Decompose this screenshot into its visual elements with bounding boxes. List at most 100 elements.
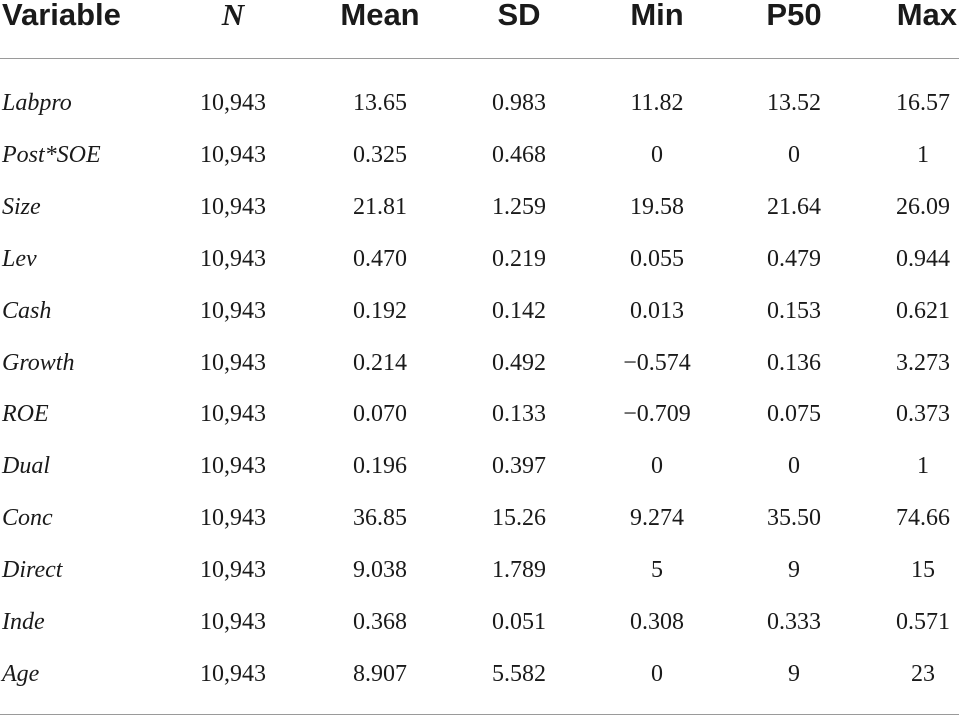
cell-variable: Post*SOE xyxy=(2,141,101,168)
cell-variable: Cash xyxy=(2,297,52,324)
cell-max: 0.373 xyxy=(896,401,950,428)
cell-p50: 21.64 xyxy=(767,193,821,220)
cell-sd: 0.051 xyxy=(492,609,546,635)
cell-variable: Growth xyxy=(2,349,75,376)
cell-mean: 8.907 xyxy=(353,660,407,687)
table-row: ROE 10,943 0.070 0.133 −0.709 0.075 0.373 xyxy=(0,388,959,440)
cell-mean: 0.192 xyxy=(353,297,407,324)
cell-sd: 0.492 xyxy=(492,349,546,376)
bottom-rule xyxy=(0,714,959,715)
cell-mean: 13.65 xyxy=(353,90,407,116)
cell-sd: 0.133 xyxy=(492,401,546,428)
cell-n: 10,943 xyxy=(200,557,266,584)
cell-min: 0.308 xyxy=(630,609,684,635)
cell-n: 10,943 xyxy=(200,297,266,324)
cell-n: 10,943 xyxy=(200,401,266,428)
cell-n: 10,943 xyxy=(200,609,266,635)
cell-mean: 21.81 xyxy=(353,193,407,220)
cell-n: 10,943 xyxy=(200,141,266,168)
cell-min: 9.274 xyxy=(630,505,684,532)
cell-sd: 1.789 xyxy=(492,557,546,584)
cell-n: 10,943 xyxy=(200,453,266,480)
cell-sd: 0.219 xyxy=(492,245,546,272)
header-n: N xyxy=(221,0,245,32)
cell-max: 0.571 xyxy=(896,609,950,635)
header-mean: Mean xyxy=(340,0,420,32)
cell-p50: 13.52 xyxy=(767,90,821,116)
cell-mean: 0.196 xyxy=(353,453,407,480)
cell-sd: 1.259 xyxy=(492,193,546,220)
cell-variable: Age xyxy=(2,660,40,687)
header-min: Min xyxy=(630,0,684,32)
cell-sd: 5.582 xyxy=(492,660,546,687)
cell-max: 15 xyxy=(911,557,935,584)
cell-variable: Dual xyxy=(2,453,50,480)
cell-max: 1 xyxy=(917,453,929,480)
cell-mean: 9.038 xyxy=(353,557,407,584)
table-row: Size 10,943 21.81 1.259 19.58 21.64 26.09 xyxy=(0,181,959,233)
cell-min: 19.58 xyxy=(630,193,684,220)
cell-min: 11.82 xyxy=(630,90,684,116)
cell-p50: 9 xyxy=(788,660,800,687)
table-row: Age 10,943 8.907 5.582 0 9 23 xyxy=(0,648,959,700)
cell-p50: 0 xyxy=(788,141,800,168)
header-sd: SD xyxy=(497,0,541,32)
cell-mean: 0.368 xyxy=(353,609,407,635)
cell-variable: ROE xyxy=(2,401,49,428)
header-variable: Variable xyxy=(2,0,121,32)
cell-mean: 0.470 xyxy=(353,245,407,272)
cell-p50: 0.136 xyxy=(767,349,821,376)
cell-max: 23 xyxy=(911,660,935,687)
cell-min: −0.709 xyxy=(623,401,691,428)
cell-min: −0.574 xyxy=(623,349,691,376)
table-row: Growth 10,943 0.214 0.492 −0.574 0.136 3.273 xyxy=(0,337,959,389)
cell-variable: Conc xyxy=(2,505,53,532)
cell-n: 10,943 xyxy=(200,660,266,687)
cell-max: 3.273 xyxy=(896,349,950,376)
table-header: Variable N Mean SD Min P50 Max xyxy=(0,0,959,32)
cell-p50: 0 xyxy=(788,453,800,480)
cell-n: 10,943 xyxy=(200,505,266,532)
table-row: Dual 10,943 0.196 0.397 0 0 1 xyxy=(0,440,959,492)
cell-n: 10,943 xyxy=(200,193,266,220)
cell-p50: 9 xyxy=(788,557,800,584)
cell-p50: 0.075 xyxy=(767,401,821,428)
cell-min: 0 xyxy=(651,453,663,480)
cell-min: 5 xyxy=(651,557,663,584)
cell-max: 0.944 xyxy=(896,245,950,272)
cell-p50: 35.50 xyxy=(767,505,821,532)
cell-variable: Lev xyxy=(2,245,37,272)
cell-max: 26.09 xyxy=(896,193,950,220)
cell-n: 10,943 xyxy=(200,245,266,272)
cell-sd: 0.397 xyxy=(492,453,546,480)
cell-sd: 0.983 xyxy=(492,90,546,116)
cell-max: 0.621 xyxy=(896,297,950,324)
header-max: Max xyxy=(896,0,957,32)
cell-min: 0 xyxy=(651,141,663,168)
cell-min: 0 xyxy=(651,660,663,687)
cell-sd: 15.26 xyxy=(492,505,546,532)
table-row: Conc 10,943 36.85 15.26 9.274 35.50 74.66 xyxy=(0,492,959,544)
table-row: Labpro 10,943 13.65 0.983 11.82 13.52 16.57 xyxy=(0,77,959,129)
cell-p50: 0.333 xyxy=(767,609,821,635)
cell-sd: 0.468 xyxy=(492,141,546,168)
table-row: Inde 10,943 0.368 0.051 0.308 0.333 0.571 xyxy=(0,596,959,648)
cell-variable: Direct xyxy=(2,557,63,584)
cell-mean: 0.070 xyxy=(353,401,407,428)
cell-mean: 0.325 xyxy=(353,141,407,168)
cell-variable: Labpro xyxy=(2,90,72,116)
header-p50: P50 xyxy=(766,0,822,32)
table-row: Direct 10,943 9.038 1.789 5 9 15 xyxy=(0,544,959,596)
header-rule xyxy=(0,58,959,59)
cell-mean: 36.85 xyxy=(353,505,407,532)
cell-max: 74.66 xyxy=(896,505,950,532)
table-row: Post*SOE 10,943 0.325 0.468 0 0 1 xyxy=(0,129,959,181)
cell-p50: 0.153 xyxy=(767,297,821,324)
cell-max: 1 xyxy=(917,141,929,168)
cell-mean: 0.214 xyxy=(353,349,407,376)
cell-p50: 0.479 xyxy=(767,245,821,272)
table-row: Cash 10,943 0.192 0.142 0.013 0.153 0.621 xyxy=(0,285,959,337)
table-row: Lev 10,943 0.470 0.219 0.055 0.479 0.944 xyxy=(0,233,959,285)
cell-variable: Inde xyxy=(2,609,45,635)
cell-n: 10,943 xyxy=(200,90,266,116)
